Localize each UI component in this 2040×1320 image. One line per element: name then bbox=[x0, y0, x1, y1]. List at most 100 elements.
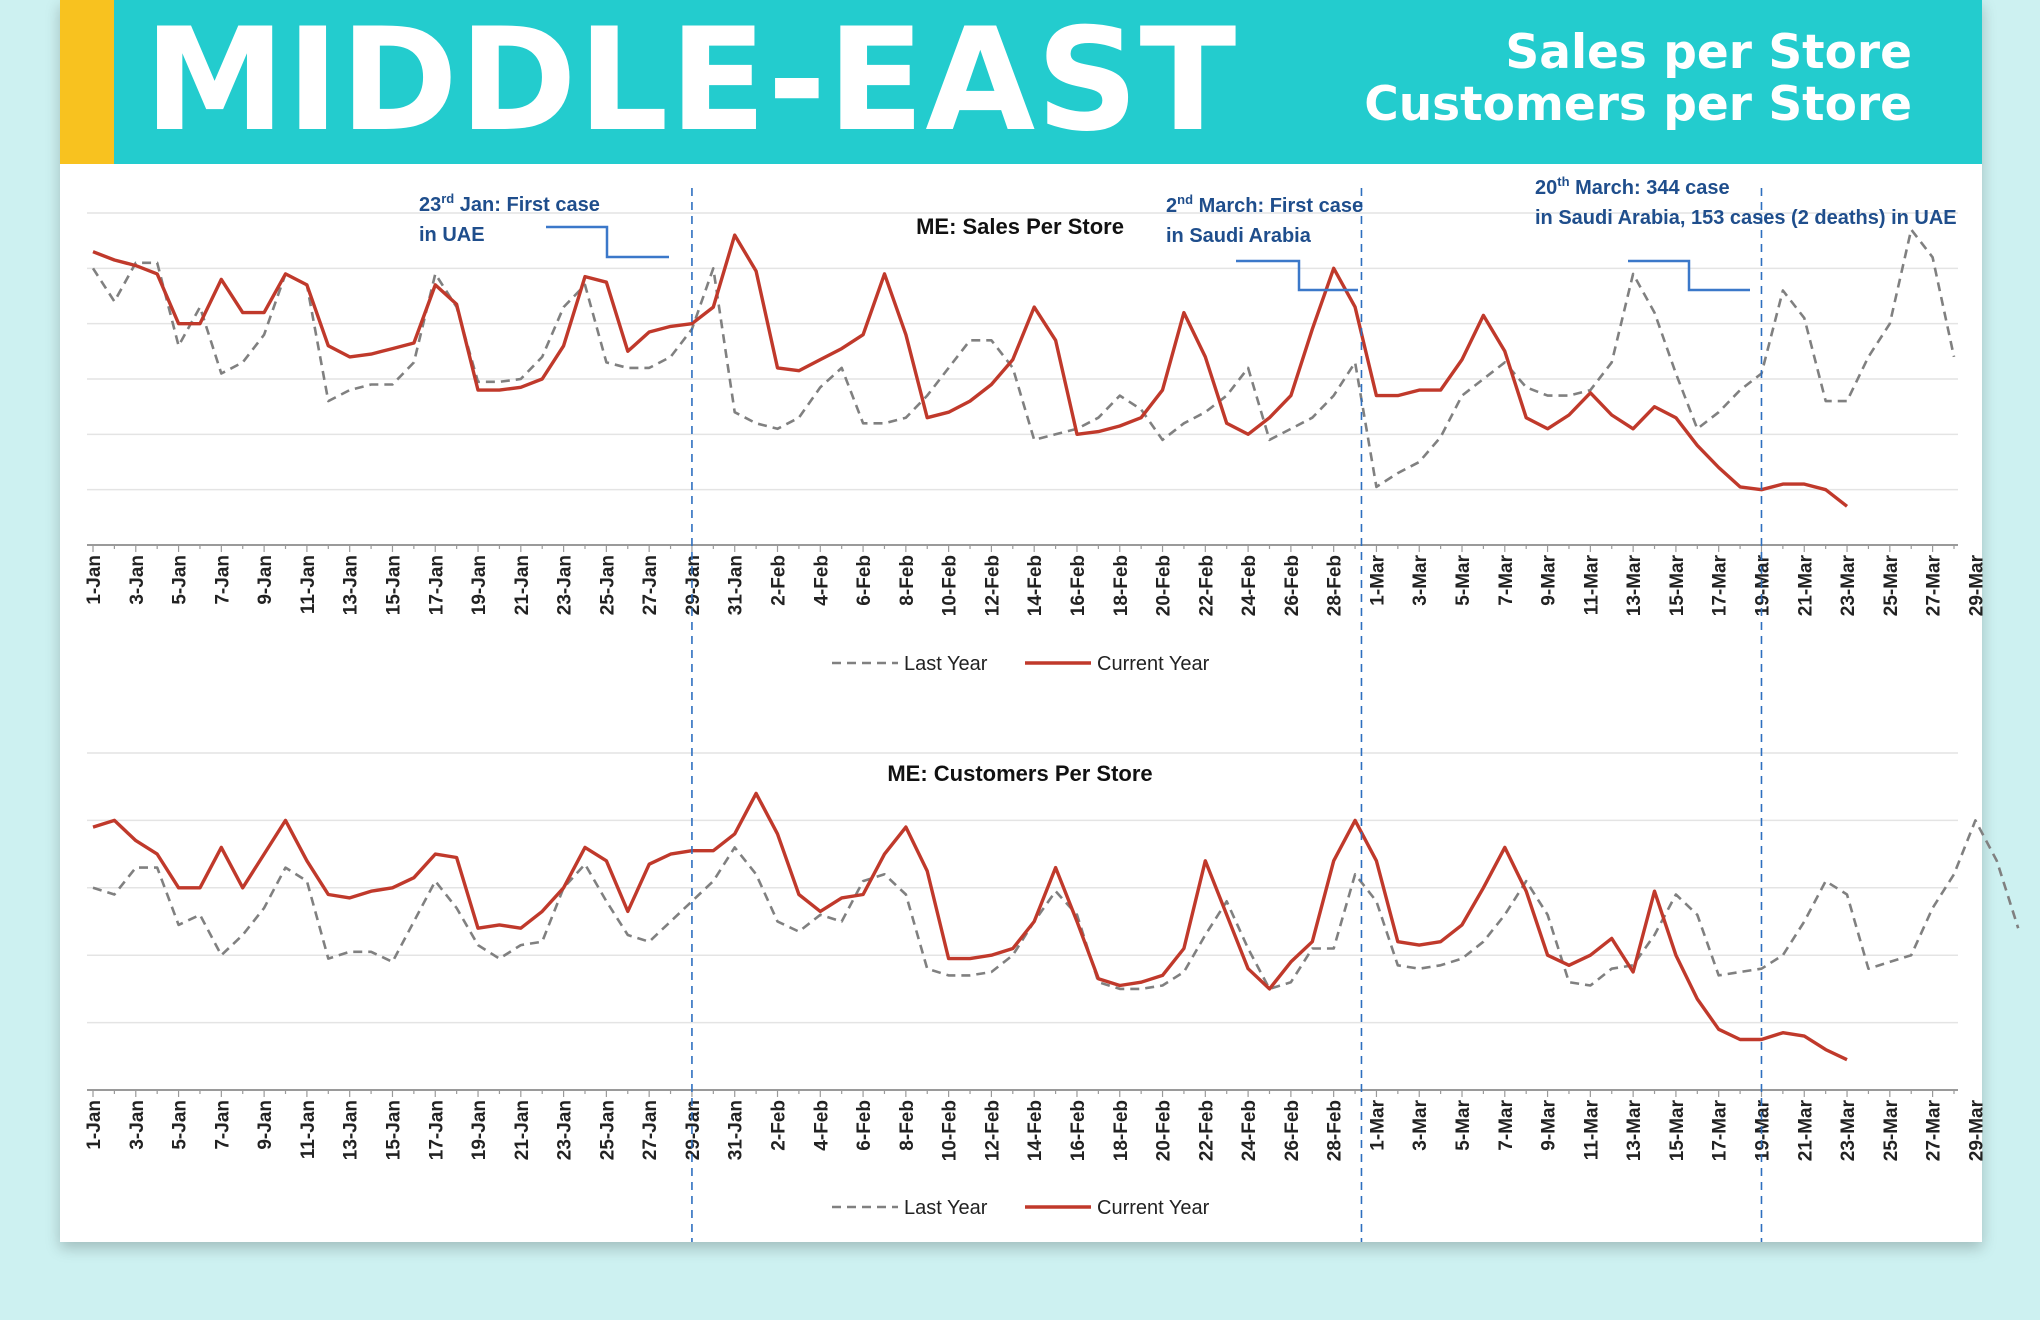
annotation-arrow bbox=[1236, 259, 1358, 292]
x-tick-label: 19-Jan bbox=[469, 1100, 490, 1160]
annotation-line-1: 2nd March: First case bbox=[1166, 192, 1363, 217]
x-tick-label: 11-Jan bbox=[298, 1100, 319, 1159]
x-tick-label: 4-Feb bbox=[811, 555, 832, 606]
x-tick-label: 11-Mar bbox=[1581, 1099, 1602, 1160]
annotation-cases: 20th March: 344 case in Saudi Arabia, 153… bbox=[1535, 174, 1957, 292]
x-tick-label: 15-Mar bbox=[1667, 554, 1688, 616]
x-tick-label: 25-Jan bbox=[597, 1100, 618, 1160]
x-tick-label: 11-Jan bbox=[298, 555, 319, 614]
subtitle-customers: Customers per Store bbox=[1364, 77, 1912, 132]
x-tick-label: 4-Feb bbox=[811, 1100, 832, 1151]
x-tick-label: 1-Jan bbox=[84, 555, 105, 605]
x-tick-label: 15-Jan bbox=[383, 555, 404, 615]
x-tick-label: 16-Feb bbox=[1068, 1100, 1089, 1161]
x-tick-label: 20-Feb bbox=[1154, 555, 1175, 616]
accent-bar bbox=[60, 0, 114, 164]
x-tick-label: 25-Mar bbox=[1881, 1099, 1902, 1161]
x-tick-label: 31-Jan bbox=[726, 1100, 747, 1160]
x-tick-label: 13-Jan bbox=[341, 1100, 362, 1160]
x-tick-label: 29-Mar bbox=[1966, 554, 1987, 616]
x-tick-label: 27-Mar bbox=[1924, 1099, 1945, 1161]
title-banner: MIDDLE-EAST Sales per Store Customers pe… bbox=[60, 0, 1982, 164]
x-tick-label: 23-Mar bbox=[1838, 1099, 1859, 1161]
x-tick-label: 25-Jan bbox=[597, 555, 618, 615]
x-tick-label: 15-Mar bbox=[1667, 1099, 1688, 1161]
x-tick-label: 3-Mar bbox=[1410, 1099, 1431, 1150]
x-tick-label: 25-Mar bbox=[1881, 554, 1902, 616]
x-tick-label: 21-Jan bbox=[512, 1100, 533, 1160]
x-tick-label: 28-Feb bbox=[1325, 555, 1346, 616]
annotation-line-2: in Saudi Arabia, 153 cases (2 deaths) in… bbox=[1535, 207, 1957, 229]
x-tick-label: 26-Feb bbox=[1282, 1100, 1303, 1161]
x-tick-label: 7-Jan bbox=[212, 1100, 233, 1150]
x-tick-label: 7-Jan bbox=[212, 555, 233, 605]
x-tick-label: 24-Feb bbox=[1239, 555, 1260, 616]
x-tick-label: 1-Jan bbox=[84, 1100, 105, 1150]
x-tick-label: 12-Feb bbox=[982, 1100, 1003, 1161]
x-tick-label: 11-Mar bbox=[1581, 554, 1602, 615]
x-tick-label: 19-Mar bbox=[1752, 1099, 1773, 1161]
legend-label: Last Year bbox=[904, 653, 988, 675]
x-tick-label: 22-Feb bbox=[1196, 555, 1217, 616]
slide-card: MIDDLE-EAST Sales per Store Customers pe… bbox=[60, 0, 1982, 1242]
x-tick-label: 8-Feb bbox=[897, 1100, 918, 1151]
x-tick-label: 15-Jan bbox=[383, 1100, 404, 1160]
x-tick-label: 28-Feb bbox=[1325, 1100, 1346, 1161]
annotation-arrow bbox=[546, 225, 669, 259]
x-tick-label: 6-Feb bbox=[854, 1100, 875, 1151]
annotation-line-2: in Saudi Arabia bbox=[1166, 225, 1312, 247]
x-tick-label: 13-Jan bbox=[341, 555, 362, 615]
x-tick-label: 9-Mar bbox=[1539, 554, 1560, 605]
subtitle-sales: Sales per Store bbox=[1505, 25, 1912, 80]
x-tick-label: 17-Jan bbox=[426, 1100, 447, 1160]
x-tick-label: 5-Jan bbox=[170, 1100, 191, 1150]
chart-2: 1-Jan 3-Jan 5-Jan 7-Jan 9-Jan 11-Jan 13-Jan 15-… bbox=[84, 752, 2020, 1219]
annotation-saudi: 2nd March: First case in Saudi Arabia bbox=[1166, 192, 1363, 292]
x-tick-label: 6-Feb bbox=[854, 555, 875, 606]
x-tick-label: 31-Jan bbox=[726, 555, 747, 615]
x-tick-label: 26-Feb bbox=[1282, 555, 1303, 616]
x-tick-label: 24-Feb bbox=[1239, 1100, 1260, 1161]
x-tick-label: 29-Mar bbox=[1966, 1099, 1987, 1161]
x-tick-label: 2-Feb bbox=[769, 1100, 790, 1151]
x-tick-label: 19-Mar bbox=[1752, 554, 1773, 616]
x-tick-label: 2-Feb bbox=[769, 555, 790, 606]
x-tick-label: 9-Jan bbox=[255, 1100, 276, 1150]
x-tick-label: 21-Jan bbox=[512, 555, 533, 615]
x-tick-label: 3-Jan bbox=[127, 555, 148, 605]
x-tick-label: 17-Jan bbox=[426, 555, 447, 615]
annotation-line-2: in UAE bbox=[419, 224, 485, 246]
annotation-arrow bbox=[1628, 259, 1750, 292]
x-tick-label: 14-Feb bbox=[1025, 555, 1046, 616]
x-tick-label: 21-Mar bbox=[1795, 554, 1816, 616]
x-tick-label: 9-Mar bbox=[1539, 1099, 1560, 1150]
chart-1: 1-Jan 3-Jan 5-Jan 7-Jan 9-Jan 11-Jan 13-Jan 15-… bbox=[84, 212, 1987, 675]
chart-title: ME: Customers Per Store bbox=[887, 761, 1152, 786]
annotation-line-1: 20th March: 344 case bbox=[1535, 174, 1730, 199]
x-tick-label: 20-Feb bbox=[1154, 1100, 1175, 1161]
x-tick-label: 13-Mar bbox=[1624, 554, 1645, 616]
x-tick-label: 3-Jan bbox=[127, 1100, 148, 1150]
annotation-uae: 23rd Jan: First case in UAE bbox=[419, 191, 669, 259]
x-tick-label: 13-Mar bbox=[1624, 1099, 1645, 1161]
x-tick-label: 22-Feb bbox=[1196, 1100, 1217, 1161]
legend-label: Current Year bbox=[1097, 1197, 1210, 1219]
x-tick-label: 14-Feb bbox=[1025, 1100, 1046, 1161]
series-last-year-line bbox=[92, 819, 2020, 991]
x-tick-label: 1-Mar bbox=[1367, 1099, 1388, 1150]
x-tick-label: 27-Jan bbox=[640, 1100, 661, 1160]
x-tick-label: 9-Jan bbox=[255, 555, 276, 605]
x-tick-label: 17-Mar bbox=[1710, 1099, 1731, 1161]
x-tick-label: 1-Mar bbox=[1367, 554, 1388, 605]
legend-label: Last Year bbox=[904, 1197, 988, 1219]
x-tick-label: 18-Feb bbox=[1111, 555, 1132, 616]
x-tick-label: 23-Jan bbox=[555, 555, 576, 615]
x-tick-label: 5-Jan bbox=[170, 555, 191, 605]
x-tick-label: 19-Jan bbox=[469, 555, 490, 615]
x-tick-label: 7-Mar bbox=[1496, 1099, 1517, 1150]
legend-label: Current Year bbox=[1097, 653, 1210, 675]
x-tick-label: 8-Feb bbox=[897, 555, 918, 606]
x-tick-label: 16-Feb bbox=[1068, 555, 1089, 616]
annotation-line-1: 23rd Jan: First case bbox=[419, 191, 600, 216]
